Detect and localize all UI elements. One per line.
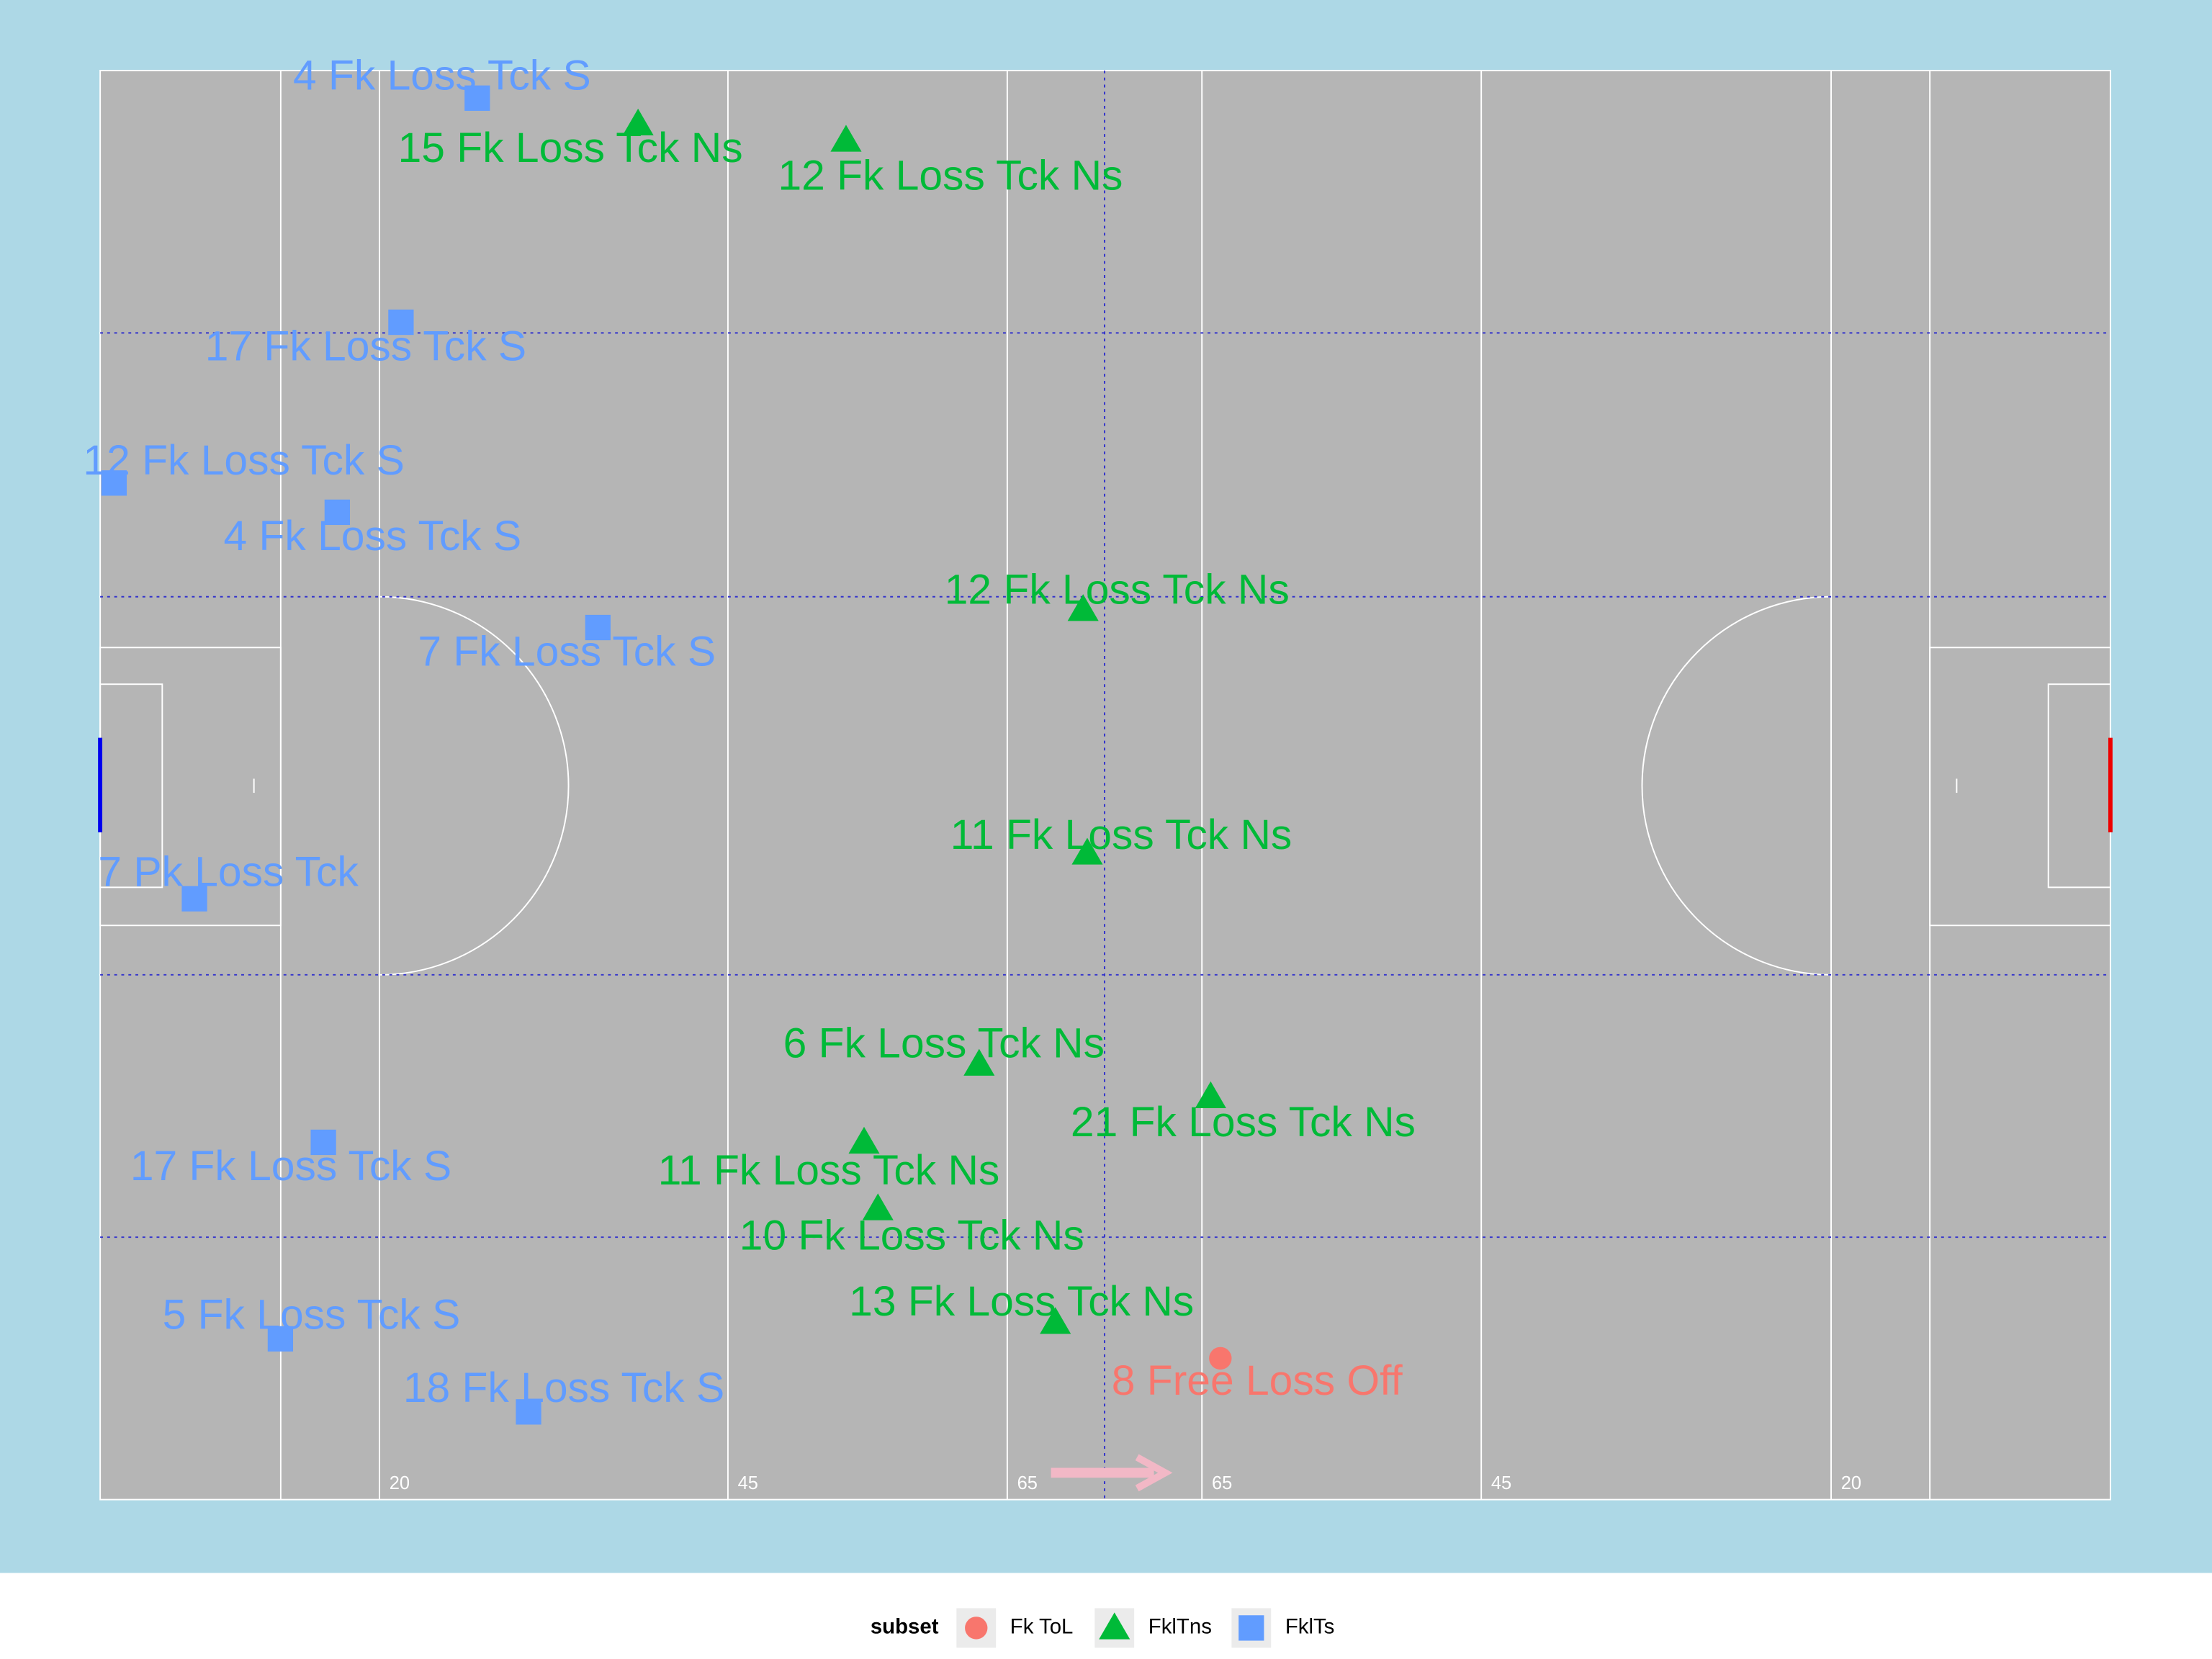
- point: [1195, 1081, 1226, 1108]
- point: [1209, 1346, 1232, 1370]
- point: [388, 309, 414, 336]
- point: [101, 470, 127, 496]
- pitch-label: 45: [1491, 1473, 1511, 1493]
- point-label: 17 Fk Loss Tck S: [205, 323, 526, 369]
- pitch-label: 65: [1017, 1473, 1038, 1493]
- pitch-label: 20: [390, 1473, 410, 1493]
- point: [181, 886, 207, 912]
- legend-symbol: [1099, 1612, 1130, 1640]
- point: [622, 108, 654, 136]
- point: [963, 1048, 995, 1076]
- pitch-lines: [98, 70, 2113, 1500]
- pitch-label: 20: [1841, 1473, 1861, 1493]
- point-label: 11 Fk Loss Tck Ns: [658, 1147, 1000, 1194]
- point-label: 21 Fk Loss Tck Ns: [1071, 1099, 1416, 1146]
- point-label: 4 Fk Loss Tck S: [293, 52, 591, 99]
- point: [516, 1399, 541, 1425]
- point: [1071, 837, 1103, 865]
- point: [862, 1193, 894, 1220]
- point-label: 8 Free Loss Off: [1112, 1357, 1403, 1404]
- point: [464, 85, 490, 111]
- point: [1040, 1307, 1071, 1334]
- point-label: 5 Fk Loss Tck S: [163, 1291, 461, 1338]
- point: [267, 1326, 294, 1352]
- legend-symbol: [1238, 1615, 1264, 1641]
- point-label: 4 Fk Loss Tck S: [223, 513, 521, 559]
- point-label: 17 Fk Loss Tck S: [130, 1143, 451, 1190]
- point: [830, 125, 862, 152]
- point-label: 13 Fk Loss Tck Ns: [849, 1278, 1194, 1325]
- pitch-label: 65: [1212, 1473, 1232, 1493]
- point: [585, 614, 611, 641]
- point-label: 7 Fk Loss Tck S: [418, 628, 716, 675]
- point: [848, 1126, 880, 1154]
- point-label: 10 Fk Loss Tck Ns: [739, 1213, 1084, 1259]
- pitch-label: 45: [738, 1473, 758, 1493]
- point-label: 6 Fk Loss Tck Ns: [783, 1020, 1105, 1066]
- legend-label: FklTs: [1285, 1615, 1335, 1639]
- point-label: 15 Fk Loss Tck Ns: [398, 125, 743, 171]
- legend-label: Fk ToL: [1010, 1615, 1074, 1639]
- point-label: 12 Fk Loss Tck S: [83, 437, 404, 484]
- point: [1067, 594, 1099, 621]
- point-label: 18 Fk Loss Tck S: [403, 1364, 724, 1411]
- legend-symbol: [965, 1617, 988, 1640]
- point-label: 7 Pk Loss Tck: [98, 848, 359, 895]
- point-label: 11 Fk Loss Tck Ns: [950, 811, 1292, 858]
- legend-title: subset: [871, 1615, 939, 1639]
- point: [324, 499, 350, 526]
- point-label: 12 Fk Loss Tck Ns: [778, 152, 1123, 199]
- point-label: 12 Fk Loss Tck Ns: [945, 567, 1290, 613]
- point: [310, 1129, 336, 1156]
- legend-label: FklTns: [1148, 1615, 1212, 1639]
